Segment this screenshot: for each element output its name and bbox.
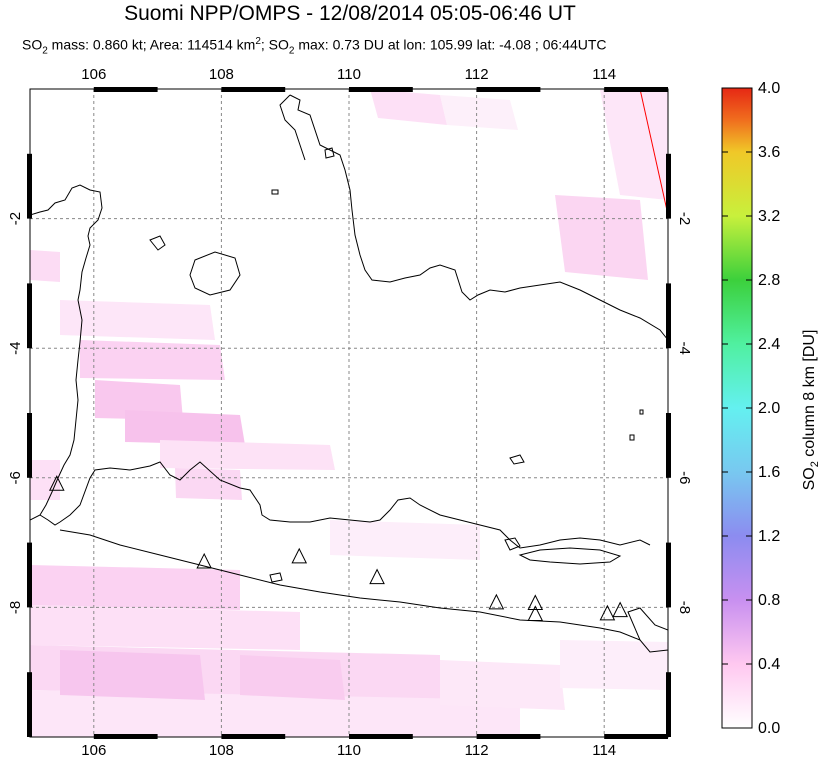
volcano-triangle-icon	[488, 593, 505, 610]
lon-label-bottom: 108	[209, 742, 234, 759]
frame-bar-bottom	[476, 734, 541, 739]
frame-bar-right	[666, 413, 671, 478]
lon-label-top: 106	[81, 66, 106, 83]
frame-bar-left	[27, 283, 32, 349]
frame-bar-top	[476, 87, 541, 92]
frame-bar-left	[27, 542, 32, 608]
volcano-triangle-icon	[291, 547, 308, 564]
colorbar-tick-label: 2.0	[758, 400, 780, 417]
coastlines	[30, 94, 668, 653]
lon-label-bottom: 114	[592, 742, 616, 759]
colorbar-tick-label: 2.4	[758, 336, 780, 353]
so2-swath	[30, 89, 668, 737]
colorbar-tick-label: 1.6	[758, 464, 780, 481]
map-subtitle: SO2 mass: 0.860 kt; Area: 114514 km2; SO…	[22, 36, 607, 57]
frame-bar-bottom	[604, 734, 668, 739]
colorbar-tick-label: 3.6	[758, 144, 780, 161]
frame-bar-right	[666, 542, 671, 608]
frame-bar-right	[666, 283, 671, 349]
frame-bar-bottom	[349, 734, 413, 739]
frame-bar-left	[27, 153, 32, 219]
lon-label-bottom: 106	[81, 742, 106, 759]
colorbar-tick-label: 2.8	[758, 272, 780, 289]
colorbar-tick-label: 0.0	[758, 720, 780, 737]
volcano-triangle-icon	[369, 568, 385, 585]
lat-label-right: -6	[676, 471, 693, 484]
lat-label-left: -8	[7, 601, 24, 614]
frame-bar-right	[666, 672, 671, 737]
frame-bar-top	[221, 87, 286, 92]
volcano-triangle-icon	[599, 604, 616, 621]
frame-bar-top	[604, 87, 668, 92]
colorbar-tick-label: 4.0	[758, 80, 780, 97]
lon-label-top: 114	[592, 66, 616, 83]
frame-bar-top	[93, 87, 158, 92]
volcano-triangle-icon	[527, 605, 544, 622]
lat-label-left: -4	[7, 342, 24, 355]
lon-label-bottom: 112	[465, 742, 489, 759]
lat-label-right: -2	[676, 212, 693, 225]
colorbar-tick-label: 3.2	[758, 208, 780, 225]
map-title: Suomi NPP/OMPS - 12/08/2014 05:05-06:46 …	[124, 2, 576, 25]
frame-bar-bottom	[221, 734, 286, 739]
volcano-markers	[48, 475, 628, 622]
lat-label-left: -2	[7, 212, 24, 225]
lon-label-top: 108	[209, 66, 234, 83]
lat-label-right: -4	[676, 342, 693, 355]
lon-label-bottom: 110	[337, 742, 361, 759]
map-frame-scale-bars	[27, 87, 671, 739]
volcano-triangle-icon	[48, 475, 65, 491]
colorbar-label: SO2 column 8 km [DU]	[801, 330, 821, 491]
lat-label-right: -8	[676, 601, 693, 614]
lon-label-top: 110	[337, 66, 361, 83]
colorbar-tick-label: 1.2	[758, 528, 780, 545]
graticule	[30, 89, 668, 737]
frame-bar-bottom	[93, 734, 158, 739]
frame-bar-top	[349, 87, 413, 92]
volcano-triangle-icon	[612, 601, 628, 618]
frame-bar-left	[27, 672, 32, 737]
colorbar-tick-label: 0.8	[758, 592, 780, 609]
frame-bar-right	[666, 153, 671, 219]
lon-label-top: 112	[465, 66, 489, 83]
volcano-triangle-icon	[527, 594, 544, 611]
colorbar-tick-label: 0.4	[758, 656, 780, 673]
volcano-triangle-icon	[196, 552, 212, 569]
lat-label-left: -6	[7, 471, 24, 484]
axis-tick-labels: 106 106 108 108 110 110 112 112 114 114 -2 -2 -4 -4 -6…	[7, 66, 693, 759]
frame-bar-left	[27, 413, 32, 478]
colorbar-ticks: 0.0 0.4 0.8 1.2 1.6 2.0 2.4 2.8 3.2 3.6 4.0	[722, 80, 780, 737]
swath-edge-line	[639, 88, 669, 216]
